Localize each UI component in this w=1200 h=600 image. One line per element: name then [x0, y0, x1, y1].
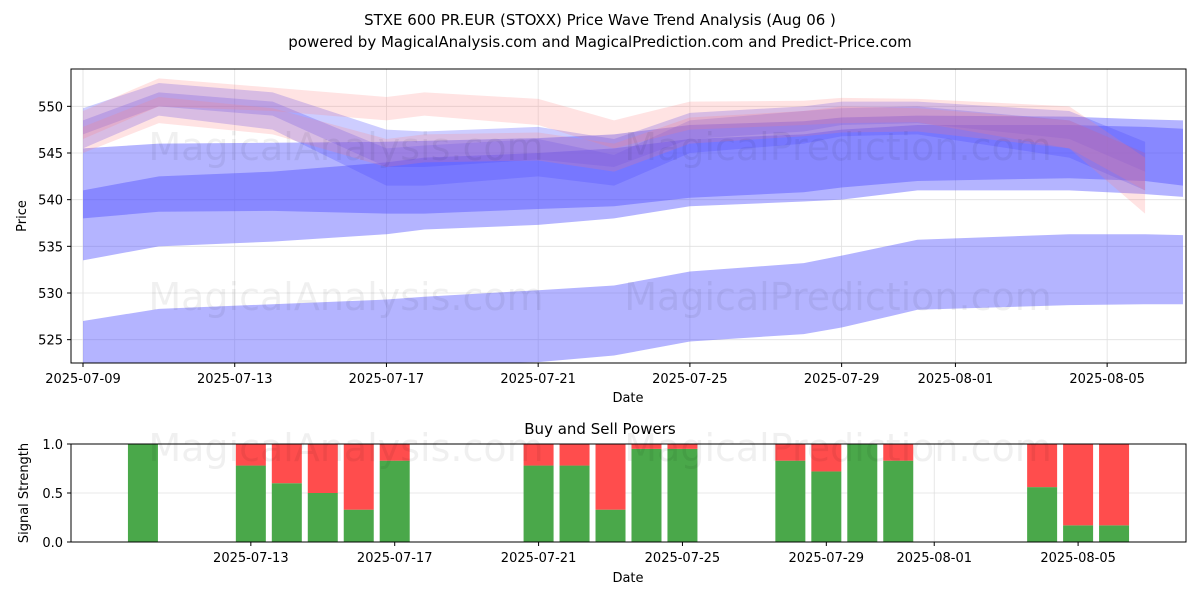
sell-bar — [523, 444, 554, 466]
buy-bar — [1063, 525, 1094, 542]
buy-sell-x-tick-label: 2025-08-05 — [1040, 551, 1116, 566]
wave-band-blue — [83, 92, 1146, 191]
price-y-tick-label: 550 — [38, 100, 63, 115]
price-y-tick-label: 540 — [38, 194, 63, 209]
buy-sell-x-axis-label: Date — [612, 571, 643, 586]
buy-sell-y-tick-label: 0.5 — [42, 487, 63, 502]
buy-bar — [595, 509, 626, 542]
sell-bar — [559, 444, 590, 466]
chart-title-line2: powered by MagicalAnalysis.com and Magic… — [288, 33, 912, 51]
price-grid — [71, 69, 1186, 363]
price-wave-panel: MagicalAnalysis.com MagicalPrediction.com… — [15, 68, 1187, 406]
wave-band-red — [83, 78, 1146, 214]
watermark-text: MagicalAnalysis.com — [148, 125, 543, 169]
buy-bar — [559, 465, 590, 542]
buy-bar — [847, 444, 878, 542]
wave-band-red — [83, 97, 1146, 191]
price-y-tick-label: 525 — [38, 334, 63, 349]
price-x-tick-label: 2025-08-05 — [1069, 372, 1145, 387]
price-x-tick-label: 2025-07-29 — [804, 372, 880, 387]
buy-sell-x-tick-label: 2025-08-01 — [896, 551, 972, 566]
price-x-axis-label: Date — [612, 391, 643, 406]
buy-bar — [667, 448, 698, 542]
buy-bar — [1027, 487, 1058, 542]
buy-sell-x-tick-label: 2025-07-17 — [357, 551, 433, 566]
buy-bar — [235, 465, 266, 542]
buy-sell-x-tick-label: 2025-07-25 — [645, 551, 721, 566]
buy-sell-bars — [127, 444, 1130, 542]
chart-title-line1: STXE 600 PR.EUR (STOXX) Price Wave Trend… — [364, 11, 836, 29]
price-plot-frame — [70, 68, 1187, 364]
buy-sell-x-tick-label: 2025-07-13 — [213, 551, 289, 566]
price-y-tick-label: 530 — [38, 287, 63, 302]
sell-bar — [595, 444, 626, 510]
buy-sell-x-tick-label: 2025-07-21 — [501, 551, 577, 566]
buy-bar — [379, 460, 410, 542]
buy-sell-y-tick-label: 1.0 — [42, 438, 63, 453]
price-x-tick-label: 2025-07-09 — [45, 372, 121, 387]
buy-bar — [127, 444, 158, 542]
buy-bar — [523, 465, 554, 542]
buy-sell-y-axis-label: Signal Strength — [17, 443, 32, 543]
buy-bar — [775, 460, 806, 542]
sell-bar — [1027, 444, 1058, 488]
price-y-ticks: 525 530 535 540 545 550 — [38, 100, 71, 349]
watermark-text: MagicalPrediction.com — [624, 125, 1052, 169]
sell-bar — [631, 444, 662, 449]
watermark-text: MagicalAnalysis.com — [148, 275, 543, 319]
price-y-tick-label: 545 — [38, 147, 63, 162]
wave-band-blue — [83, 115, 1183, 219]
sell-bar — [883, 444, 914, 461]
buy-sell-y-ticks: 0.0 0.5 1.0 — [42, 438, 71, 551]
price-x-tick-label: 2025-07-17 — [349, 372, 425, 387]
sell-bar — [343, 444, 374, 510]
sell-bar — [1099, 444, 1130, 526]
sell-bar — [379, 444, 410, 461]
price-y-tick-label: 535 — [38, 240, 63, 255]
buy-sell-watermarks: MagicalAnalysis.com MagicalPrediction.com — [148, 426, 1051, 470]
wave-band-blue — [83, 125, 1183, 261]
sell-bar — [271, 444, 302, 484]
wave-band-blue — [83, 234, 1183, 363]
buy-bar — [631, 448, 662, 542]
watermark-text: MagicalPrediction.com — [624, 275, 1052, 319]
sell-bar — [1063, 444, 1094, 526]
buy-bar — [883, 460, 914, 542]
buy-sell-y-tick-label: 0.0 — [42, 536, 63, 551]
sell-bar — [811, 444, 842, 472]
sell-bar — [307, 444, 338, 493]
price-x-ticks: 2025-07-09 2025-07-13 2025-07-17 2025-07-21… — [45, 363, 1145, 387]
sell-bar — [667, 444, 698, 449]
watermark-text: MagicalPrediction.com — [624, 426, 1052, 470]
price-x-tick-label: 2025-07-13 — [197, 372, 273, 387]
sell-bar — [775, 444, 806, 461]
price-y-axis-label: Price — [15, 200, 30, 232]
price-x-tick-label: 2025-07-25 — [652, 372, 728, 387]
price-watermarks: MagicalAnalysis.com MagicalPrediction.com… — [148, 125, 1051, 319]
sell-bar — [235, 444, 266, 466]
buy-bar — [271, 483, 302, 542]
buy-bar — [307, 493, 338, 542]
buy-sell-panel: MagicalAnalysis.com MagicalPrediction.com… — [17, 426, 1187, 586]
buy-bar — [811, 471, 842, 542]
price-x-tick-label: 2025-07-21 — [500, 372, 576, 387]
buy-sell-x-tick-label: 2025-07-29 — [789, 551, 865, 566]
buy-bar — [343, 509, 374, 542]
buy-bar — [1099, 525, 1130, 542]
price-x-tick-label: 2025-08-01 — [918, 372, 994, 387]
buy-sell-x-ticks: 2025-07-13 2025-07-17 2025-07-21 2025-07-25… — [213, 542, 1116, 566]
bar-chart-title: Buy and Sell Powers — [524, 420, 676, 438]
price-wave-bands — [83, 78, 1183, 363]
wave-band-blue — [83, 83, 1146, 172]
watermark-text: MagicalAnalysis.com — [148, 426, 543, 470]
